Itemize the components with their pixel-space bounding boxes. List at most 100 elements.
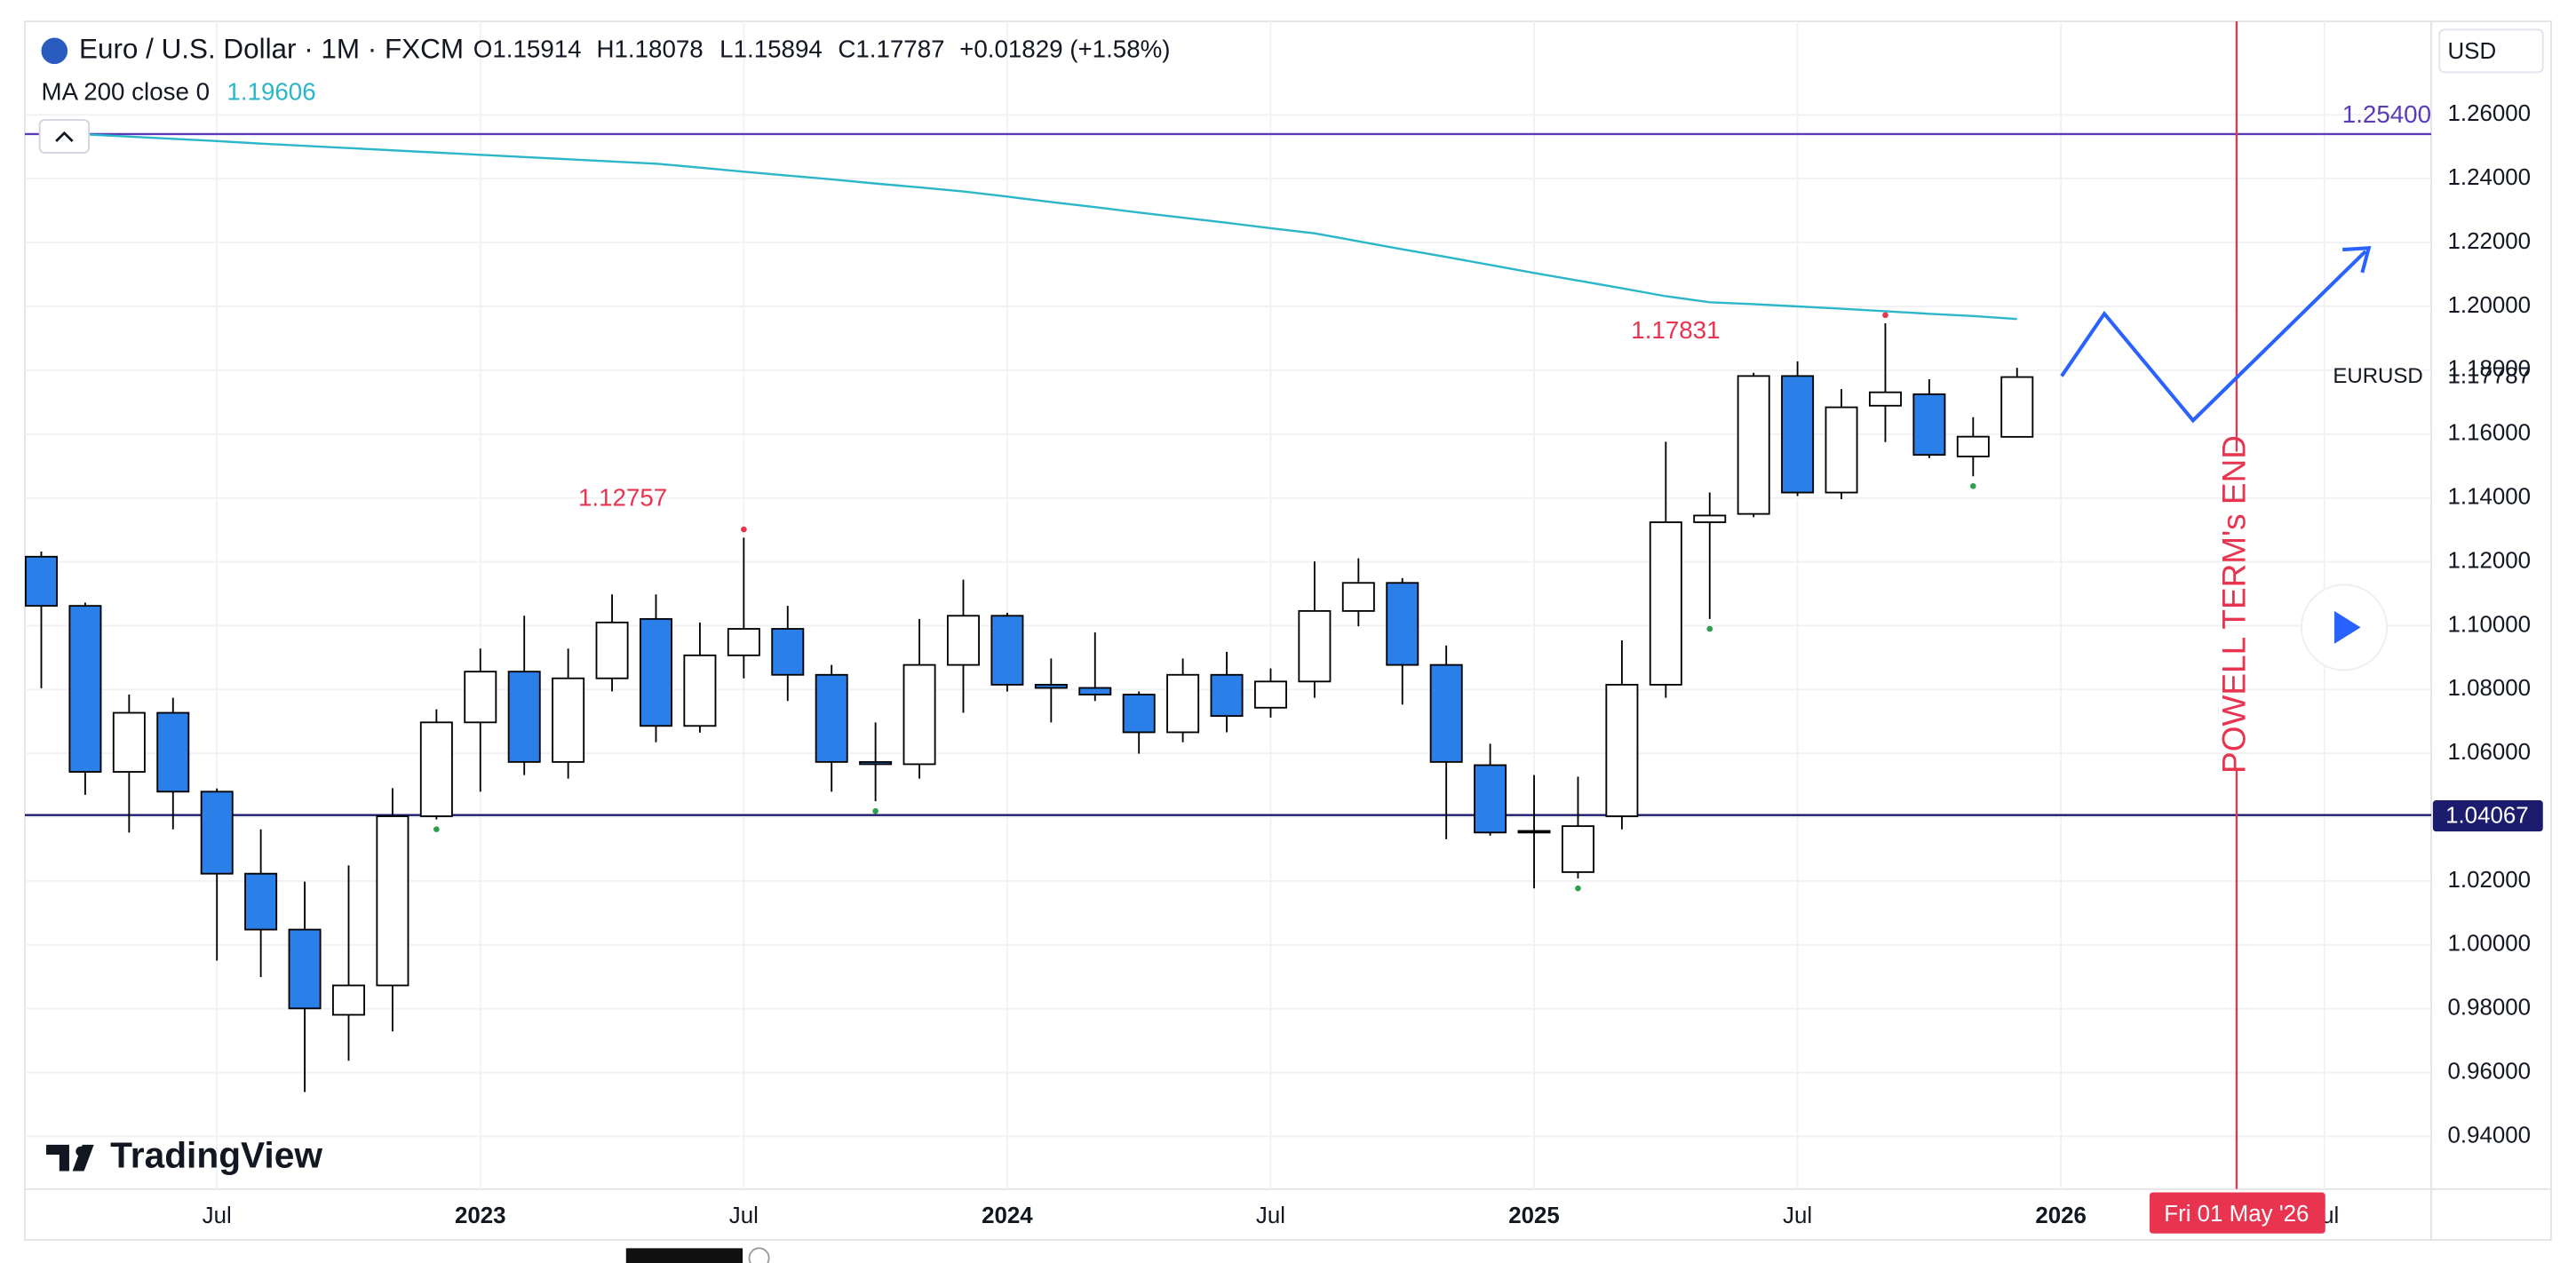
low-marker (1575, 885, 1581, 892)
y-tick-label: 1.00000 (2448, 932, 2532, 957)
x-tick-label: Jul (729, 1203, 759, 1228)
date-badge (2149, 1192, 2326, 1234)
header-value: O1.15914 (473, 36, 582, 63)
y-tick-label: 1.16000 (2448, 421, 2532, 446)
y-tick-label: 1.14000 (2448, 484, 2532, 509)
y-tick-label: 0.96000 (2448, 1059, 2532, 1084)
candle-body (112, 711, 146, 773)
candle-body (1956, 435, 1990, 457)
vline-label: POWELL TERM's END (2216, 435, 2253, 774)
y-tick-label: 1.08000 (2448, 676, 2532, 701)
candle-body (595, 621, 629, 679)
candle-body (25, 555, 58, 608)
candle-body (68, 605, 102, 773)
chart-title: Euro / U.S. Dollar · 1M · FXCM (79, 34, 464, 65)
candle-body (1737, 375, 1770, 515)
currency[interactable]: USD (2448, 39, 2497, 64)
candle-body (1517, 830, 1551, 834)
x-tick-label: Jul (1256, 1203, 1285, 1228)
candle-body (1253, 680, 1287, 709)
y-tick-label: 1.20000 (2448, 293, 2532, 318)
candle-body (1912, 393, 1946, 457)
symbol-icon (41, 37, 68, 65)
logo (76, 1146, 86, 1156)
candle-body (1781, 375, 1815, 494)
last-price-label: 1.17787 (2448, 363, 2532, 388)
x-tick-label: 2024 (982, 1203, 1033, 1228)
candle-body (1166, 673, 1200, 734)
candle-body (1429, 663, 1463, 763)
y-tick-label: 1.24000 (2448, 165, 2532, 190)
candle-body (727, 628, 760, 656)
candle-body (464, 671, 497, 724)
y-tick-label: 0.94000 (2448, 1123, 2532, 1148)
candle-body (1825, 406, 1858, 494)
x-tick-label: Jul (1783, 1203, 1812, 1228)
low-marker (1969, 482, 1976, 489)
hline-label: 1.25400 (2342, 100, 2431, 128)
candle-body (552, 677, 585, 763)
candle-body (1210, 673, 1244, 718)
x-tick-label: 2025 (1508, 1203, 1560, 1228)
candle-body (244, 872, 278, 931)
candle-body (507, 671, 541, 763)
candle-body (683, 654, 717, 727)
candle-body (200, 790, 234, 875)
hline-badge (2432, 800, 2543, 832)
candle-body (639, 617, 672, 727)
candle-body (156, 711, 190, 793)
candle-body (1341, 582, 1375, 612)
candle-body (419, 721, 453, 817)
y-tick-label: 1.26000 (2448, 101, 2532, 126)
y-tick-label: 0.98000 (2448, 996, 2532, 1021)
low-marker (433, 826, 440, 833)
candle-body (1605, 683, 1639, 817)
candle-body (376, 815, 409, 987)
candle-body (331, 984, 365, 1016)
high-marker (1882, 312, 1888, 319)
candle-body (2000, 376, 2034, 438)
watermark: TradingView (110, 1134, 322, 1175)
high-marker (741, 526, 747, 533)
y-tick-label: 1.02000 (2448, 868, 2532, 893)
ma-line (41, 131, 2017, 321)
header-value: C1.17787 (838, 36, 944, 63)
candle-body (946, 615, 980, 666)
candle-body (902, 663, 936, 766)
candle-body (1034, 683, 1068, 689)
x-tick-label: 2023 (455, 1203, 506, 1228)
candle-body (1561, 825, 1594, 873)
candle-body (1078, 687, 1112, 695)
low-marker (1706, 625, 1713, 632)
candle-body (771, 628, 805, 676)
hline-label: 1.04067 (2445, 803, 2529, 828)
ma-legend: MA 200 close 0 (41, 78, 210, 106)
y-tick-label: 1.18000 (2448, 357, 2532, 382)
frame (24, 20, 2552, 1242)
candle-body (1298, 609, 1332, 683)
candle-body (288, 928, 322, 1010)
candle-body (1693, 514, 1727, 523)
candle-body (815, 673, 848, 763)
candle-body (1122, 694, 1156, 734)
candle-body (1649, 521, 1682, 686)
candle-body (1474, 764, 1507, 834)
y-tick-label: 1.22000 (2448, 229, 2532, 254)
candle-body (1868, 391, 1902, 407)
x-tick-label: 2026 (2035, 1203, 2087, 1228)
date-label: Fri 01 May '26 (2164, 1202, 2309, 1227)
y-tick-label: 1.12000 (2448, 548, 2532, 573)
currency-box (2438, 28, 2544, 74)
header-value: H1.18078 (597, 36, 704, 63)
high-label: 1.12757 (578, 483, 667, 511)
candle-body (990, 615, 1024, 686)
low-marker (872, 807, 879, 814)
y-tick-label: 1.10000 (2448, 612, 2532, 637)
high-label: 1.17831 (1631, 316, 1720, 344)
header-value: +0.01829 (+1.58%) (959, 36, 1170, 63)
candle-body (1386, 582, 1419, 666)
header-value: L1.15894 (720, 36, 823, 63)
candle-body (859, 760, 893, 766)
